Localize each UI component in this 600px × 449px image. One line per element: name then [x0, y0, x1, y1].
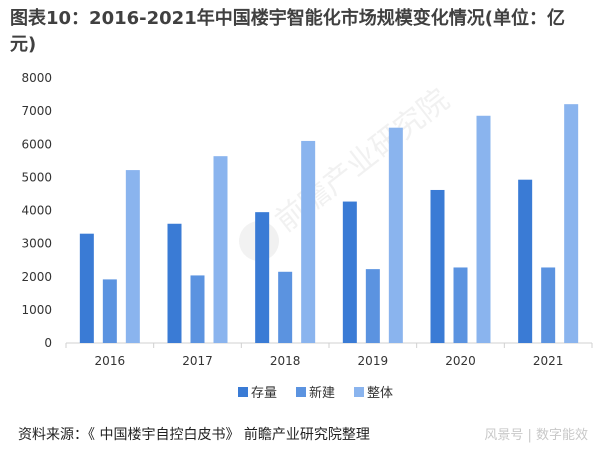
- y-tick-label: 8000: [21, 71, 52, 85]
- bar-新建-2019: [365, 269, 380, 343]
- legend-label-新建: 新建: [309, 385, 335, 401]
- x-axis: 2016 2017 2018 2019 2020 2021: [65, 342, 593, 368]
- source-note: 资料来源：《 中国楼宇自控白皮书》 前瞻产业研究院整理: [18, 427, 370, 443]
- x-tick-label: 2017: [182, 354, 213, 368]
- bar-整体-2019: [388, 127, 403, 343]
- bar-存量-2020: [430, 189, 445, 343]
- legend-label-存量: 存量: [251, 386, 277, 401]
- legend-swatch-整体: [354, 387, 364, 397]
- y-tick-label: 7000: [21, 104, 52, 118]
- x-tick-label: 2020: [445, 354, 476, 368]
- x-tick-label: 2019: [358, 354, 389, 368]
- x-tick-label: 2018: [270, 354, 301, 368]
- bars: [79, 104, 579, 343]
- bar-存量-2017: [167, 223, 182, 343]
- x-tick-label: 2016: [95, 354, 126, 368]
- y-axis: 0 1000 2000 3000 4000 5000 6000 7000 8000: [21, 71, 52, 350]
- bar-存量-2016: [79, 233, 94, 343]
- bar-存量-2019: [342, 201, 357, 343]
- bar-存量-2018: [255, 212, 270, 343]
- bar-新建-2018: [278, 271, 293, 343]
- legend-label-整体: 整体: [367, 386, 393, 401]
- bar-整体-2017: [213, 156, 228, 343]
- x-tick-label: 2021: [533, 354, 564, 368]
- legend-swatch-新建: [296, 387, 306, 397]
- y-tick-label: 4000: [21, 204, 52, 218]
- y-tick-label: 1000: [21, 303, 52, 317]
- y-tick-label: 6000: [21, 137, 52, 151]
- bar-整体-2020: [476, 115, 491, 343]
- chart-title: 图表10：2016-2021年中国楼宇智能化市场规模变化情况(单位：亿元): [10, 8, 565, 55]
- watermark-footer: 风景号 | 数字能效: [484, 428, 588, 443]
- bar-整体-2016: [125, 170, 140, 343]
- y-tick-label: 5000: [21, 170, 52, 184]
- bar-存量-2021: [518, 179, 533, 343]
- bar-新建-2021: [541, 267, 556, 343]
- bar-新建-2020: [453, 267, 468, 343]
- legend-swatch-存量: [238, 387, 248, 397]
- bar-整体-2018: [301, 140, 316, 343]
- bar-整体-2021: [564, 104, 579, 343]
- y-tick-label: 2000: [21, 270, 52, 284]
- legend: 存量 新建 整体: [238, 385, 393, 401]
- bar-新建-2016: [102, 279, 117, 343]
- y-tick-label: 0: [44, 336, 52, 350]
- y-tick-label: 3000: [21, 237, 52, 251]
- bar-新建-2017: [190, 275, 205, 343]
